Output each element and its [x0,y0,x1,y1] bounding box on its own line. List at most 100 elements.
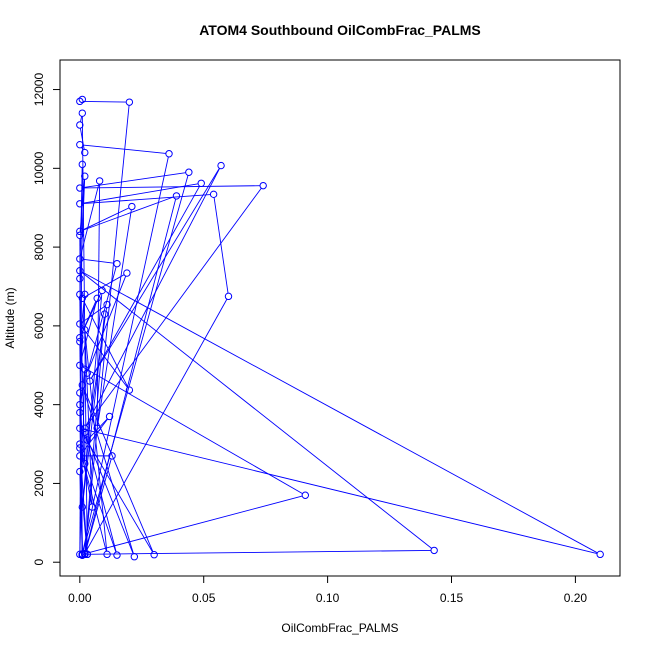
data-point [430,546,438,555]
data-point [76,320,84,328]
series-segment [82,271,598,554]
series-segment [97,209,132,426]
series-segment [82,196,174,231]
series-segment [96,184,101,426]
data-point [78,160,87,169]
data-point [83,436,91,444]
data-point [76,389,84,397]
data-point [78,503,87,511]
series-segment [82,387,134,554]
series-segment [80,301,97,335]
series-segment [84,274,125,298]
data-point [125,386,134,394]
series-segment [82,428,598,555]
series-segment [84,317,105,552]
series-segment [79,128,85,150]
data-point [105,412,114,421]
data-point [76,440,84,448]
series-lines [79,100,598,555]
data-point [128,202,136,211]
data-point [130,552,139,561]
data-point [103,550,111,559]
data-point [113,551,121,559]
series-segment [81,326,128,388]
data-point [93,424,101,432]
data-point [76,274,84,283]
data-point [76,400,84,409]
y-tick-label: 2000 [32,470,46,497]
data-point [76,361,84,369]
series-segment [85,435,134,554]
data-point [76,444,84,452]
data-point [76,467,84,476]
data-point [76,452,84,460]
chart-title: ATOM4 Southbound OilCombFrac_PALMS [199,22,481,38]
data-point [95,177,104,185]
data-point [259,181,267,190]
data-point [113,259,121,268]
series-segment [80,301,97,363]
series-segment [82,183,199,204]
data-point [76,333,84,342]
data-point [301,491,310,499]
data-point [150,551,158,559]
series-segment [79,179,86,292]
series-segment [82,172,186,189]
data-point [76,255,84,263]
series-segment [82,156,169,551]
y-tick-label: 0 [32,559,46,566]
data-point [78,381,87,389]
series-segment [82,366,303,495]
data-point [172,192,181,200]
data-point [76,200,84,208]
series-segment [85,495,303,554]
series-segment [81,430,153,553]
series-segment [91,168,220,379]
data-point [81,172,89,180]
series-segment [80,450,117,553]
data-point [81,365,89,373]
y-axis: 0 2000 4000 6000 8000 10000 12000 [32,73,61,566]
data-point [76,121,84,129]
series-segment [85,549,431,555]
series-segment [82,194,211,204]
series-segment [80,183,100,256]
data-point [76,267,84,275]
y-tick-label: 8000 [32,233,46,260]
data-point [76,140,84,149]
data-point [78,95,87,104]
data-point [165,150,173,158]
series-segment [213,197,229,294]
data-point [103,300,111,309]
series-segment [80,116,83,122]
data-point [76,231,84,239]
data-point [83,369,91,377]
series-segment [79,415,83,552]
data-point [81,326,89,334]
data-point [81,148,89,157]
data-point [76,290,84,299]
series-segment [84,332,93,504]
series-segment [87,266,117,371]
data-point [78,294,87,303]
series-segment [84,332,108,552]
series-segment [85,298,228,551]
series-points [76,95,604,561]
y-tick-label: 10000 [32,151,46,185]
data-point [100,310,109,318]
y-tick-label: 12000 [32,73,46,107]
data-point [93,294,101,303]
data-point [76,337,84,346]
data-point [81,428,89,436]
x-tick-label: 0.05 [192,591,216,605]
x-axis-label: OilCombFrac_PALMS [281,621,398,635]
data-point [209,190,218,199]
data-point [76,424,84,432]
data-point [197,179,205,187]
data-point [217,161,225,170]
series-segment [83,185,260,189]
series-segment [79,167,83,552]
series-segment [82,293,103,504]
y-tick-label: 6000 [32,312,46,339]
